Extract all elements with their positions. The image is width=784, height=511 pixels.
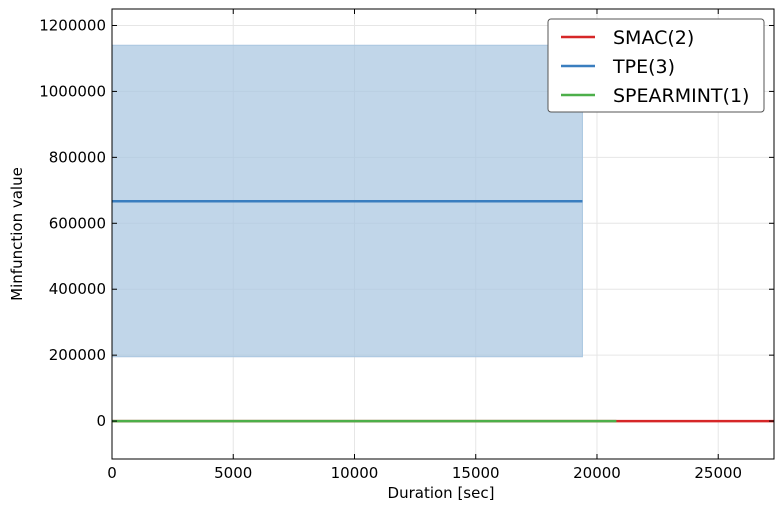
axis-ticks bbox=[111, 9, 774, 459]
x-tick-label: 15000 bbox=[452, 464, 500, 482]
series-lines bbox=[112, 199, 774, 423]
legend-label: TPE(3) bbox=[612, 56, 675, 78]
y-tick-label: 800000 bbox=[49, 148, 106, 166]
x-tick-label: 25000 bbox=[694, 464, 742, 482]
legend-label: SMAC(2) bbox=[613, 27, 694, 49]
x-tick-label: 5000 bbox=[214, 464, 252, 482]
y-tick-label: 400000 bbox=[49, 280, 106, 298]
x-axis-label: Duration [sec] bbox=[388, 484, 495, 502]
y-tick-label: 1000000 bbox=[39, 82, 106, 100]
y-tick-label: 0 bbox=[96, 412, 106, 430]
y-tick-label: 600000 bbox=[49, 214, 106, 232]
legend-label: SPEARMINT(1) bbox=[613, 85, 749, 107]
x-tick-label: 10000 bbox=[331, 464, 379, 482]
y-axis-label: Minfunction value bbox=[8, 167, 26, 301]
x-tick-label: 20000 bbox=[573, 464, 621, 482]
x-tick-label: 0 bbox=[107, 464, 117, 482]
plot-area-frame bbox=[111, 8, 775, 460]
y-tick-label: 200000 bbox=[49, 346, 106, 364]
legend-box bbox=[547, 18, 765, 113]
y-tick-label: 1200000 bbox=[39, 16, 106, 34]
axis-tick-labels: 0 5000 10000 15000 20000 25000 0 200000 400000 60… bbox=[39, 16, 742, 482]
legend: SMAC(2) TPE(3) SPEARMINT(1) bbox=[547, 18, 765, 113]
